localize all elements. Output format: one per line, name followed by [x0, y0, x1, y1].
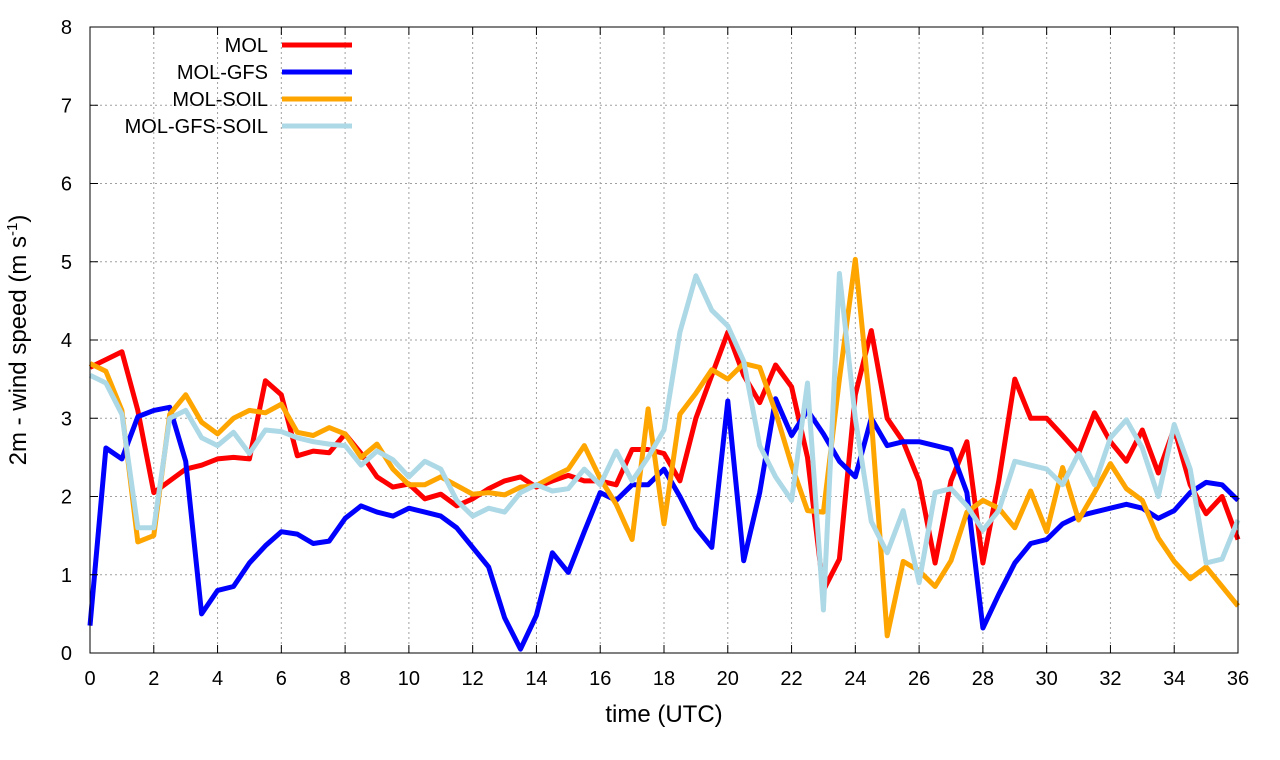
y-axis-title: 2m - wind speed (m s-1): [4, 215, 32, 466]
x-tick-label: 24: [844, 668, 866, 690]
y-tick-label: 5: [61, 252, 72, 274]
y-axis-title-superscript: -1: [4, 223, 21, 236]
x-tick-label: 22: [780, 668, 802, 690]
x-tick-label: 16: [589, 668, 611, 690]
y-tick-label: 7: [61, 95, 72, 117]
legend: MOL MOL-GFS MOL-SOIL MOL-GFS-SOIL: [125, 35, 352, 138]
x-tick-label: 32: [1099, 668, 1121, 690]
x-tick-label: 4: [212, 668, 223, 690]
y-axis-ticks: 0 1 2 3 4 5 6 7 8: [61, 17, 1238, 665]
x-axis-title: time (UTC): [605, 701, 722, 728]
legend-label: MOL: [225, 35, 268, 57]
series-line-mol-gfs: [87, 396, 1240, 652]
x-tick-label: 14: [525, 668, 547, 690]
series-lines: [87, 256, 1241, 652]
y-axis-title-main: 2m - wind speed (m s: [5, 236, 32, 465]
series-line-mol: [88, 328, 1241, 593]
y-tick-label: 1: [61, 565, 72, 587]
x-tick-label: 2: [148, 668, 159, 690]
y-tick-label: 2: [61, 487, 72, 509]
x-tick-label: 20: [717, 668, 739, 690]
legend-label: MOL-SOIL: [172, 89, 268, 111]
legend-label: MOL-GFS-SOIL: [125, 116, 268, 138]
y-tick-label: 6: [61, 174, 72, 196]
x-tick-label: 12: [462, 668, 484, 690]
legend-label: MOL-GFS: [177, 62, 268, 84]
x-tick-label: 34: [1163, 668, 1185, 690]
y-tick-label: 8: [61, 17, 72, 39]
x-axis-ticks: 0 2 4 6 8 10 12 14 16 18 20 22 24 26 28 30 32 34 36: [84, 27, 1249, 690]
x-tick-label: 0: [84, 668, 95, 690]
series-line-mol-soil: [88, 256, 1240, 639]
x-tick-label: 8: [340, 668, 351, 690]
y-tick-label: 4: [61, 330, 72, 352]
x-tick-label: 10: [398, 668, 420, 690]
series-line-mol-gfs-soil: [88, 271, 1241, 613]
x-tick-label: 26: [908, 668, 930, 690]
y-tick-label: 0: [61, 643, 72, 665]
x-tick-label: 30: [1036, 668, 1058, 690]
y-axis-title-suffix: ): [5, 215, 32, 223]
x-tick-label: 36: [1227, 668, 1249, 690]
x-tick-label: 28: [972, 668, 994, 690]
y-tick-label: 3: [61, 408, 72, 430]
x-tick-label: 6: [276, 668, 287, 690]
x-tick-label: 18: [653, 668, 675, 690]
